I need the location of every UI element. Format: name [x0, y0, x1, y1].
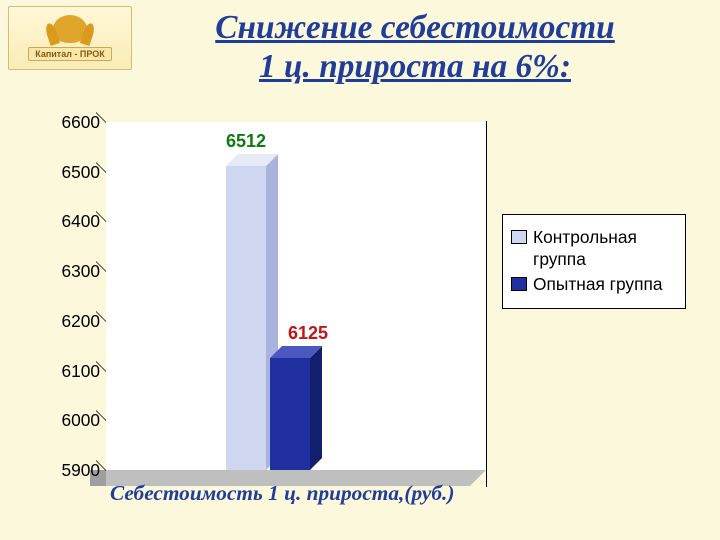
x-axis-caption: Себестоимость 1 ц. прироста,(руб.) [110, 481, 454, 506]
plot-right-border [486, 121, 487, 487]
y-tick: 5900 [50, 460, 100, 481]
y-tick: 6100 [50, 361, 100, 382]
y-tick: 6300 [50, 261, 100, 282]
legend-swatch [511, 230, 527, 244]
legend-item: Контрольная группа [511, 227, 677, 270]
bar-value-label: 6125 [288, 323, 328, 344]
y-tick: 6200 [50, 311, 100, 332]
bar-value-label: 6512 [226, 131, 266, 152]
bar-experimental [270, 358, 310, 470]
y-tick: 6500 [50, 162, 100, 183]
wheat-icon [53, 15, 87, 43]
plot-area: 5900600061006200630064006500660065126125 [106, 122, 486, 470]
logo: Капитал - ПРОК [8, 6, 132, 70]
bar-front-face [270, 358, 310, 470]
cost-reduction-chart: 5900 6000 6100 6200 6300 6400 6500 6600 6512 6125… [40, 110, 680, 500]
y-tick: 6600 [50, 112, 100, 133]
legend-label: Опытная группа [533, 274, 677, 296]
legend: Контрольная группа Опытная группа [502, 214, 686, 309]
legend-item: Опытная группа [511, 274, 677, 296]
y-tick: 6400 [50, 211, 100, 232]
legend-label: Контрольная группа [533, 227, 677, 270]
title-line-2: 1 ц. прироста на 6%: [259, 48, 571, 85]
title-line-1: Снижение себестоимости [215, 9, 614, 46]
bar-front-face [226, 166, 266, 470]
logo-ribbon: Капитал - ПРОК [28, 47, 112, 61]
bar-side-face [310, 346, 322, 470]
legend-swatch [511, 277, 527, 291]
bar-control [226, 166, 266, 470]
y-tick: 6000 [50, 410, 100, 431]
slide-title: Снижение себестоимости 1 ц. прироста на … [130, 8, 700, 87]
